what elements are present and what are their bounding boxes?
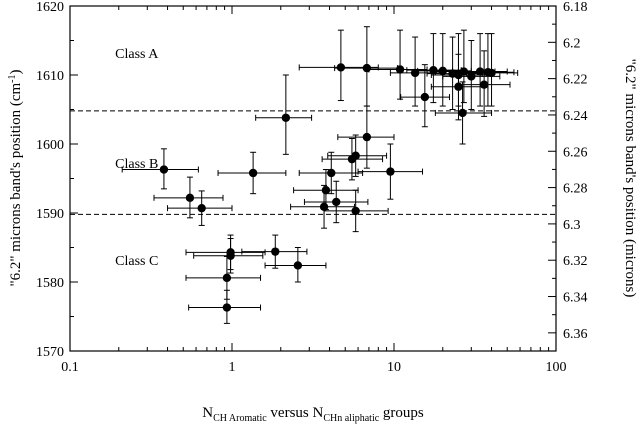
point-marker <box>467 72 476 81</box>
y2-tick-label: 6.32 <box>563 254 588 269</box>
point-marker <box>185 193 195 203</box>
axis-ticks: 0.1 1 10 100 1570 1580 1590 1600 1610 1620 6.18 6.2… <box>36 0 588 375</box>
y2-tick-label: 6.2 <box>563 36 581 51</box>
point-marker <box>458 108 467 118</box>
point-marker <box>479 80 489 89</box>
y2-tick-label: 6.28 <box>563 182 588 197</box>
data-point <box>298 151 364 195</box>
y2-tick-label: 6.3 <box>563 218 581 233</box>
data-point <box>303 180 369 224</box>
data-point <box>457 50 511 117</box>
y2-tick-label: 6.34 <box>563 291 588 306</box>
point-marker <box>429 65 438 75</box>
data-point <box>465 33 519 107</box>
data-point <box>188 289 262 324</box>
y-tick-label: 1610 <box>36 69 64 84</box>
data-point <box>121 148 199 190</box>
y2-tick-label: 6.36 <box>563 327 588 342</box>
point-marker <box>222 303 232 312</box>
data-point <box>337 105 395 169</box>
class-boundaries <box>70 110 556 215</box>
point-marker <box>351 151 360 160</box>
data-point <box>368 29 428 100</box>
point-marker <box>362 63 372 73</box>
point-marker <box>351 206 360 216</box>
data-point <box>185 234 266 271</box>
data-point <box>323 189 389 233</box>
y2-tick-label: 6.22 <box>563 73 588 88</box>
data-point <box>327 134 388 177</box>
point-marker <box>336 63 346 72</box>
point-marker <box>362 132 372 142</box>
data-point <box>434 81 493 145</box>
y2-tick-label: 6.26 <box>563 145 588 160</box>
class-labels: Class A Class B Class C <box>115 47 159 269</box>
point-marker <box>332 197 341 207</box>
data-points <box>121 26 519 324</box>
data-point <box>357 143 424 200</box>
class-label: Class A <box>115 47 159 62</box>
data-point <box>241 234 308 269</box>
point-marker <box>248 168 258 178</box>
point-marker <box>438 66 447 76</box>
class-label: Class B <box>115 157 158 172</box>
point-marker <box>395 65 405 74</box>
y2-tick-label: 6.24 <box>563 109 588 124</box>
point-marker <box>327 168 336 178</box>
y-tick-label: 1600 <box>36 138 64 153</box>
data-point <box>167 190 233 226</box>
x-tick-label: 10 <box>387 360 401 375</box>
y-axis-right-label: "6.2" microns band's position (microns) <box>622 59 638 298</box>
data-point <box>185 255 262 300</box>
data-point <box>434 29 496 104</box>
point-marker <box>281 113 291 122</box>
point-marker <box>420 92 430 102</box>
class-label: Class C <box>115 254 158 269</box>
point-marker <box>475 67 485 76</box>
data-point <box>293 169 359 211</box>
point-marker <box>226 251 235 260</box>
y-tick-label: 1590 <box>36 207 64 222</box>
x-tick-label: 0.1 <box>61 360 79 375</box>
y2-tick-label: 6.18 <box>563 0 588 15</box>
data-point <box>193 238 264 274</box>
point-marker <box>159 165 169 174</box>
data-point <box>400 64 450 128</box>
point-marker <box>271 247 280 256</box>
x-tick-label: 1 <box>229 360 236 375</box>
point-marker <box>386 167 395 176</box>
data-point <box>153 176 224 219</box>
y-tick-label: 1580 <box>36 276 64 291</box>
point-marker <box>487 68 496 78</box>
x-axis-label: NCH Aromatic versus NCHn aliphatic group… <box>202 405 424 424</box>
data-point <box>460 33 515 107</box>
y-axis-left-label: "6.2" microns band's position (cm-1) <box>7 69 25 286</box>
data-point <box>255 74 313 155</box>
point-marker <box>197 203 206 213</box>
data-point <box>264 247 327 283</box>
y-tick-label: 1620 <box>36 0 64 15</box>
x-tick-label: 100 <box>546 360 567 375</box>
point-marker <box>321 186 331 195</box>
data-point <box>217 151 287 195</box>
y-tick-label: 1570 <box>36 345 64 360</box>
point-marker <box>293 261 303 270</box>
point-marker <box>222 273 232 283</box>
